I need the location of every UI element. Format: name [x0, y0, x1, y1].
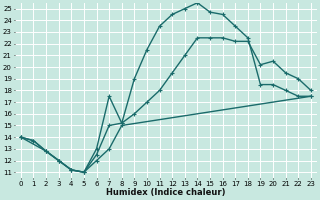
X-axis label: Humidex (Indice chaleur): Humidex (Indice chaleur) [106, 188, 226, 197]
